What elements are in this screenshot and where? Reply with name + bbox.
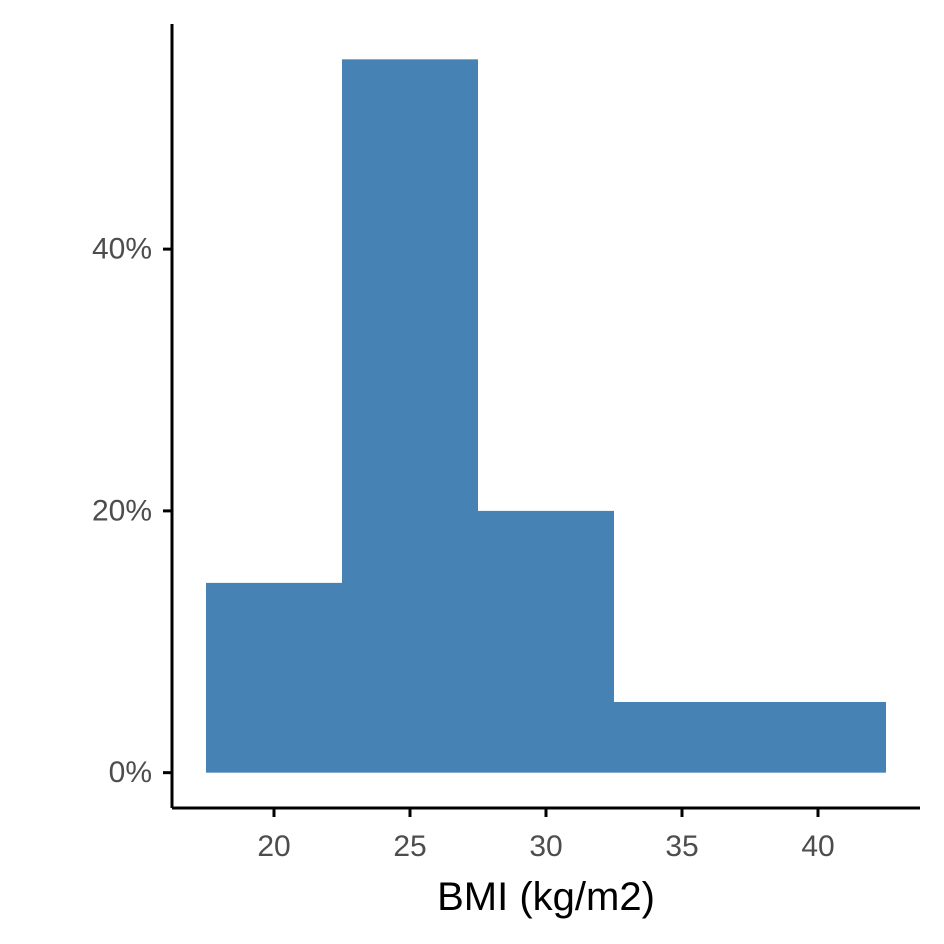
histogram-bar-3: [478, 510, 614, 773]
histogram-bar-1: [206, 582, 342, 773]
x-tick-label: 20: [257, 830, 290, 863]
x-tick-label: 25: [393, 830, 426, 863]
y-tick-label: 20%: [92, 494, 152, 527]
x-axis: 20 25 30 35 40: [172, 806, 920, 863]
x-tick-label: 30: [529, 830, 562, 863]
y-tick-label: 0%: [109, 756, 152, 789]
y-axis: 0% 20% 40%: [92, 24, 174, 808]
histogram-bar-2: [342, 59, 478, 773]
bars-layer: [206, 59, 886, 773]
x-tick-label: 40: [801, 830, 834, 863]
x-axis-title: BMI (kg/m2): [437, 875, 655, 919]
x-tick-label: 35: [665, 830, 698, 863]
histogram-bar-4: [614, 701, 886, 773]
y-tick-label: 40%: [92, 233, 152, 266]
